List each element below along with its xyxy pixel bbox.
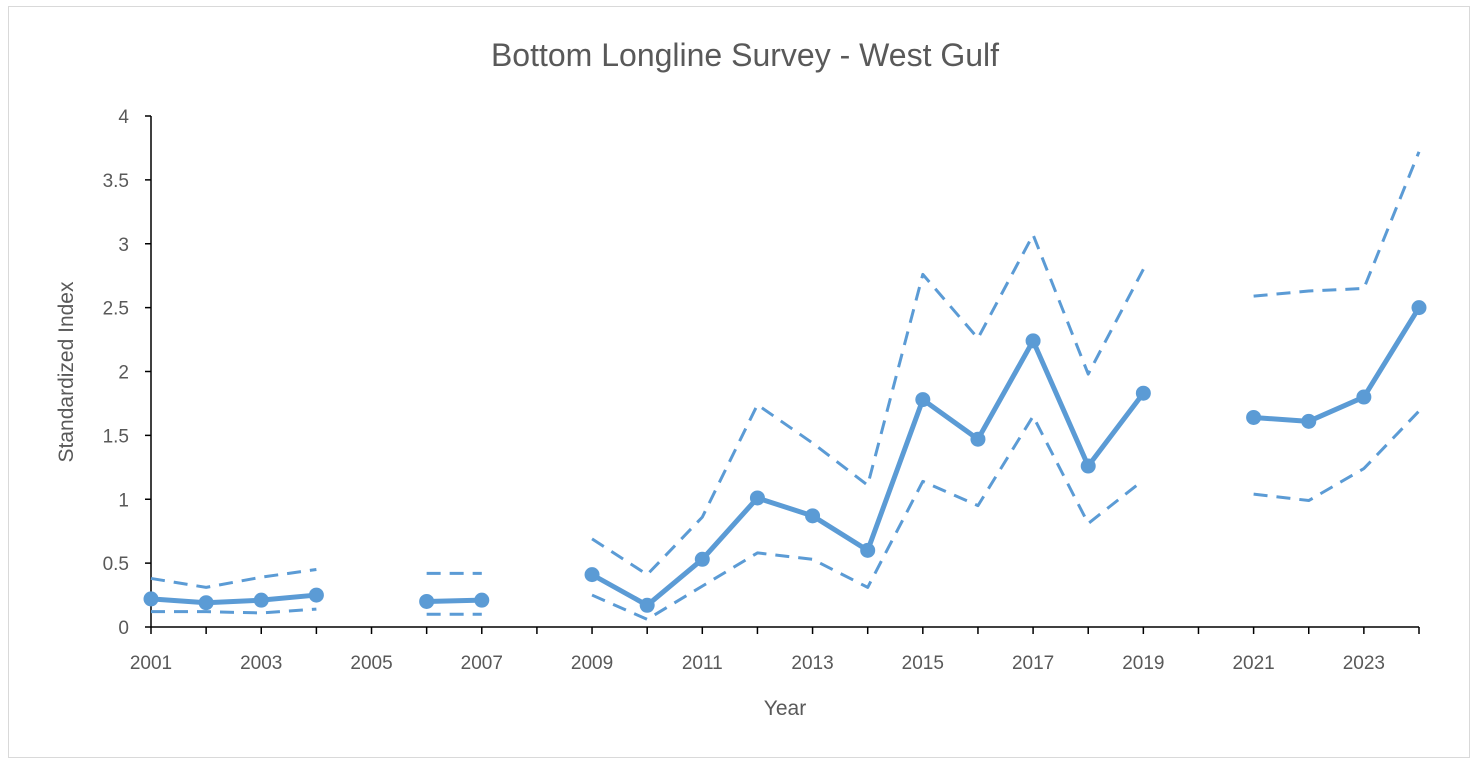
- x-tick-label: 2005: [350, 653, 392, 674]
- data-point: [419, 593, 435, 609]
- x-tick-label: 2013: [791, 653, 833, 674]
- data-point: [584, 567, 600, 583]
- data-point: [639, 597, 655, 613]
- y-tick-label: 0: [118, 618, 129, 639]
- series-line-upper: [591, 233, 1145, 577]
- data-point: [198, 595, 214, 611]
- data-point: [694, 551, 710, 567]
- data-point: [805, 508, 821, 524]
- x-axis-title: Year: [764, 697, 806, 720]
- data-point: [1356, 389, 1372, 405]
- x-tick-label: 2015: [902, 653, 944, 674]
- plot-area: [143, 151, 1427, 621]
- x-tick-label: 2001: [130, 653, 172, 674]
- x-tick-label: 2003: [240, 653, 282, 674]
- y-tick-label: 2: [118, 363, 129, 384]
- y-tick-label: 1: [118, 490, 129, 511]
- data-point: [143, 591, 159, 607]
- y-tick-label: 3.5: [103, 171, 129, 192]
- x-tick-label: 2007: [461, 653, 503, 674]
- y-tick-label: 1.5: [103, 426, 129, 447]
- axes: 0 0.5 1 1.5 2 2.5 3 3.5 4 2001 2003 2005 2007 2009 201…: [103, 107, 1420, 674]
- data-point: [1135, 385, 1151, 401]
- data-point: [308, 587, 324, 603]
- chart-title: Bottom Longline Survey - West Gulf: [491, 37, 999, 73]
- x-tick-label: 2011: [682, 653, 723, 674]
- series-line-upper: [1253, 151, 1421, 298]
- data-point: [1025, 333, 1041, 349]
- series-line-lower: [591, 414, 1145, 621]
- y-tick-label: 3: [118, 235, 129, 256]
- series-line-index: [150, 592, 317, 606]
- series-line-lower: [1253, 410, 1421, 503]
- series-line-index: [1253, 306, 1422, 424]
- data-point: [253, 592, 269, 608]
- x-tick-label: 2023: [1343, 653, 1385, 674]
- x-tick-label: 2017: [1012, 653, 1054, 674]
- data-point: [1301, 413, 1317, 429]
- y-axis-title: Standardized Index: [55, 281, 78, 462]
- y-tick-label: 2.5: [103, 299, 129, 320]
- data-point: [1246, 409, 1262, 425]
- data-point: [1411, 300, 1427, 316]
- chart-frame: [8, 6, 1470, 758]
- y-tick-label: 0.5: [103, 554, 129, 575]
- data-point: [749, 490, 765, 506]
- data-point: [1080, 458, 1096, 474]
- y-tick-label: 4: [118, 107, 129, 128]
- x-tick-label: 2021: [1232, 653, 1274, 674]
- data-point: [860, 542, 876, 558]
- series-line-lower: [151, 607, 317, 615]
- series-line-upper: [150, 568, 317, 589]
- data-point: [474, 592, 490, 608]
- series-line-index: [426, 597, 482, 604]
- x-tick-label: 2019: [1122, 653, 1164, 674]
- x-tick-label: 2009: [571, 653, 613, 674]
- data-point: [970, 431, 986, 447]
- data-point: [915, 392, 931, 408]
